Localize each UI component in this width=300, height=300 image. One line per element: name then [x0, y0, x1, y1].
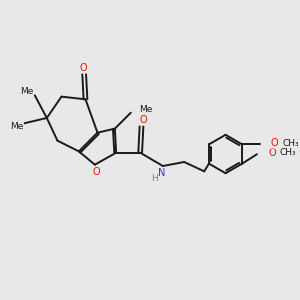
Text: H: H — [152, 174, 158, 183]
Text: N: N — [158, 169, 165, 178]
Text: CH₃: CH₃ — [280, 148, 296, 158]
Text: Me: Me — [20, 87, 34, 96]
Text: O: O — [93, 167, 100, 177]
Text: O: O — [139, 115, 147, 125]
Text: O: O — [271, 138, 278, 148]
Text: CH₃: CH₃ — [282, 139, 299, 148]
Text: O: O — [268, 148, 276, 158]
Text: Me: Me — [10, 122, 23, 131]
Text: O: O — [79, 63, 87, 73]
Text: Me: Me — [139, 106, 152, 115]
